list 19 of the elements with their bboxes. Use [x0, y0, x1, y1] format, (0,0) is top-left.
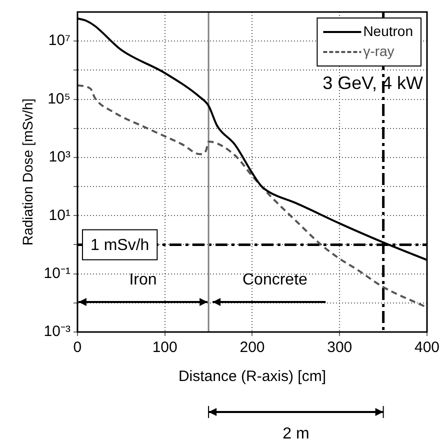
x-tick-label: 300: [327, 339, 352, 356]
y-tick-label: 10¹: [48, 206, 70, 224]
annotation: Concrete: [242, 271, 308, 288]
legend-label: Neutron: [363, 22, 414, 39]
annotation: Iron: [129, 271, 157, 288]
ref-line-label: 1 mSv/h: [90, 237, 150, 254]
y-tick-label: 10³: [48, 148, 70, 166]
x-tick-label: 200: [240, 339, 265, 356]
y-tick-label: 10⁷: [48, 32, 70, 50]
y-tick-label: 10⁻³: [44, 323, 70, 340]
y-tick-label: 10⁻¹: [44, 264, 70, 282]
x-axis-title: Distance (R-axis) [cm]: [178, 368, 326, 386]
x-tick-label: 100: [152, 339, 178, 356]
text: 2 m: [282, 425, 310, 442]
x-tick-label: 0: [73, 339, 82, 356]
legend-label: γ-ray: [363, 42, 394, 59]
y-tick-label: 10⁵: [48, 90, 70, 108]
x-tick-label: 400: [414, 339, 440, 356]
y-axis-title: Radiation Dose [mSv/h]: [19, 98, 36, 246]
